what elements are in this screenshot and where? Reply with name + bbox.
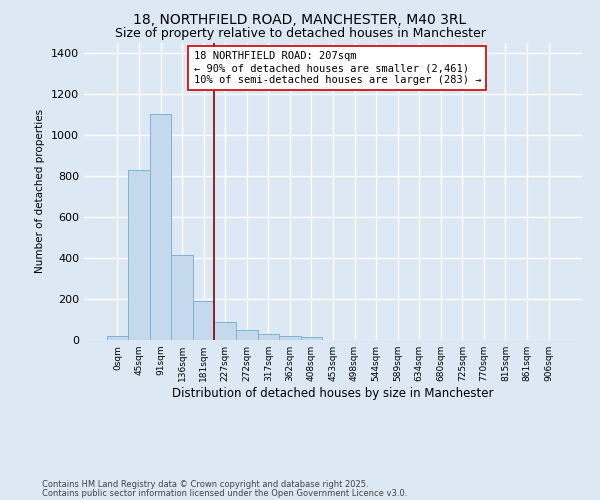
Bar	[279, 336, 301, 340]
Bar	[150, 114, 172, 340]
Bar	[236, 330, 257, 340]
Bar	[301, 337, 322, 340]
X-axis label: Distribution of detached houses by size in Manchester: Distribution of detached houses by size …	[172, 387, 494, 400]
Bar	[193, 301, 214, 340]
Text: 18, NORTHFIELD ROAD, MANCHESTER, M40 3RL: 18, NORTHFIELD ROAD, MANCHESTER, M40 3RL	[133, 12, 467, 26]
Bar	[257, 334, 279, 340]
Bar	[172, 255, 193, 340]
Text: Contains public sector information licensed under the Open Government Licence v3: Contains public sector information licen…	[42, 488, 407, 498]
Text: Contains HM Land Registry data © Crown copyright and database right 2025.: Contains HM Land Registry data © Crown c…	[42, 480, 368, 489]
Y-axis label: Number of detached properties: Number of detached properties	[35, 109, 46, 274]
Text: Size of property relative to detached houses in Manchester: Size of property relative to detached ho…	[115, 28, 485, 40]
Bar	[128, 170, 150, 340]
Text: 18 NORTHFIELD ROAD: 207sqm
← 90% of detached houses are smaller (2,461)
10% of s: 18 NORTHFIELD ROAD: 207sqm ← 90% of deta…	[194, 52, 481, 84]
Bar	[107, 336, 128, 340]
Bar	[214, 322, 236, 340]
